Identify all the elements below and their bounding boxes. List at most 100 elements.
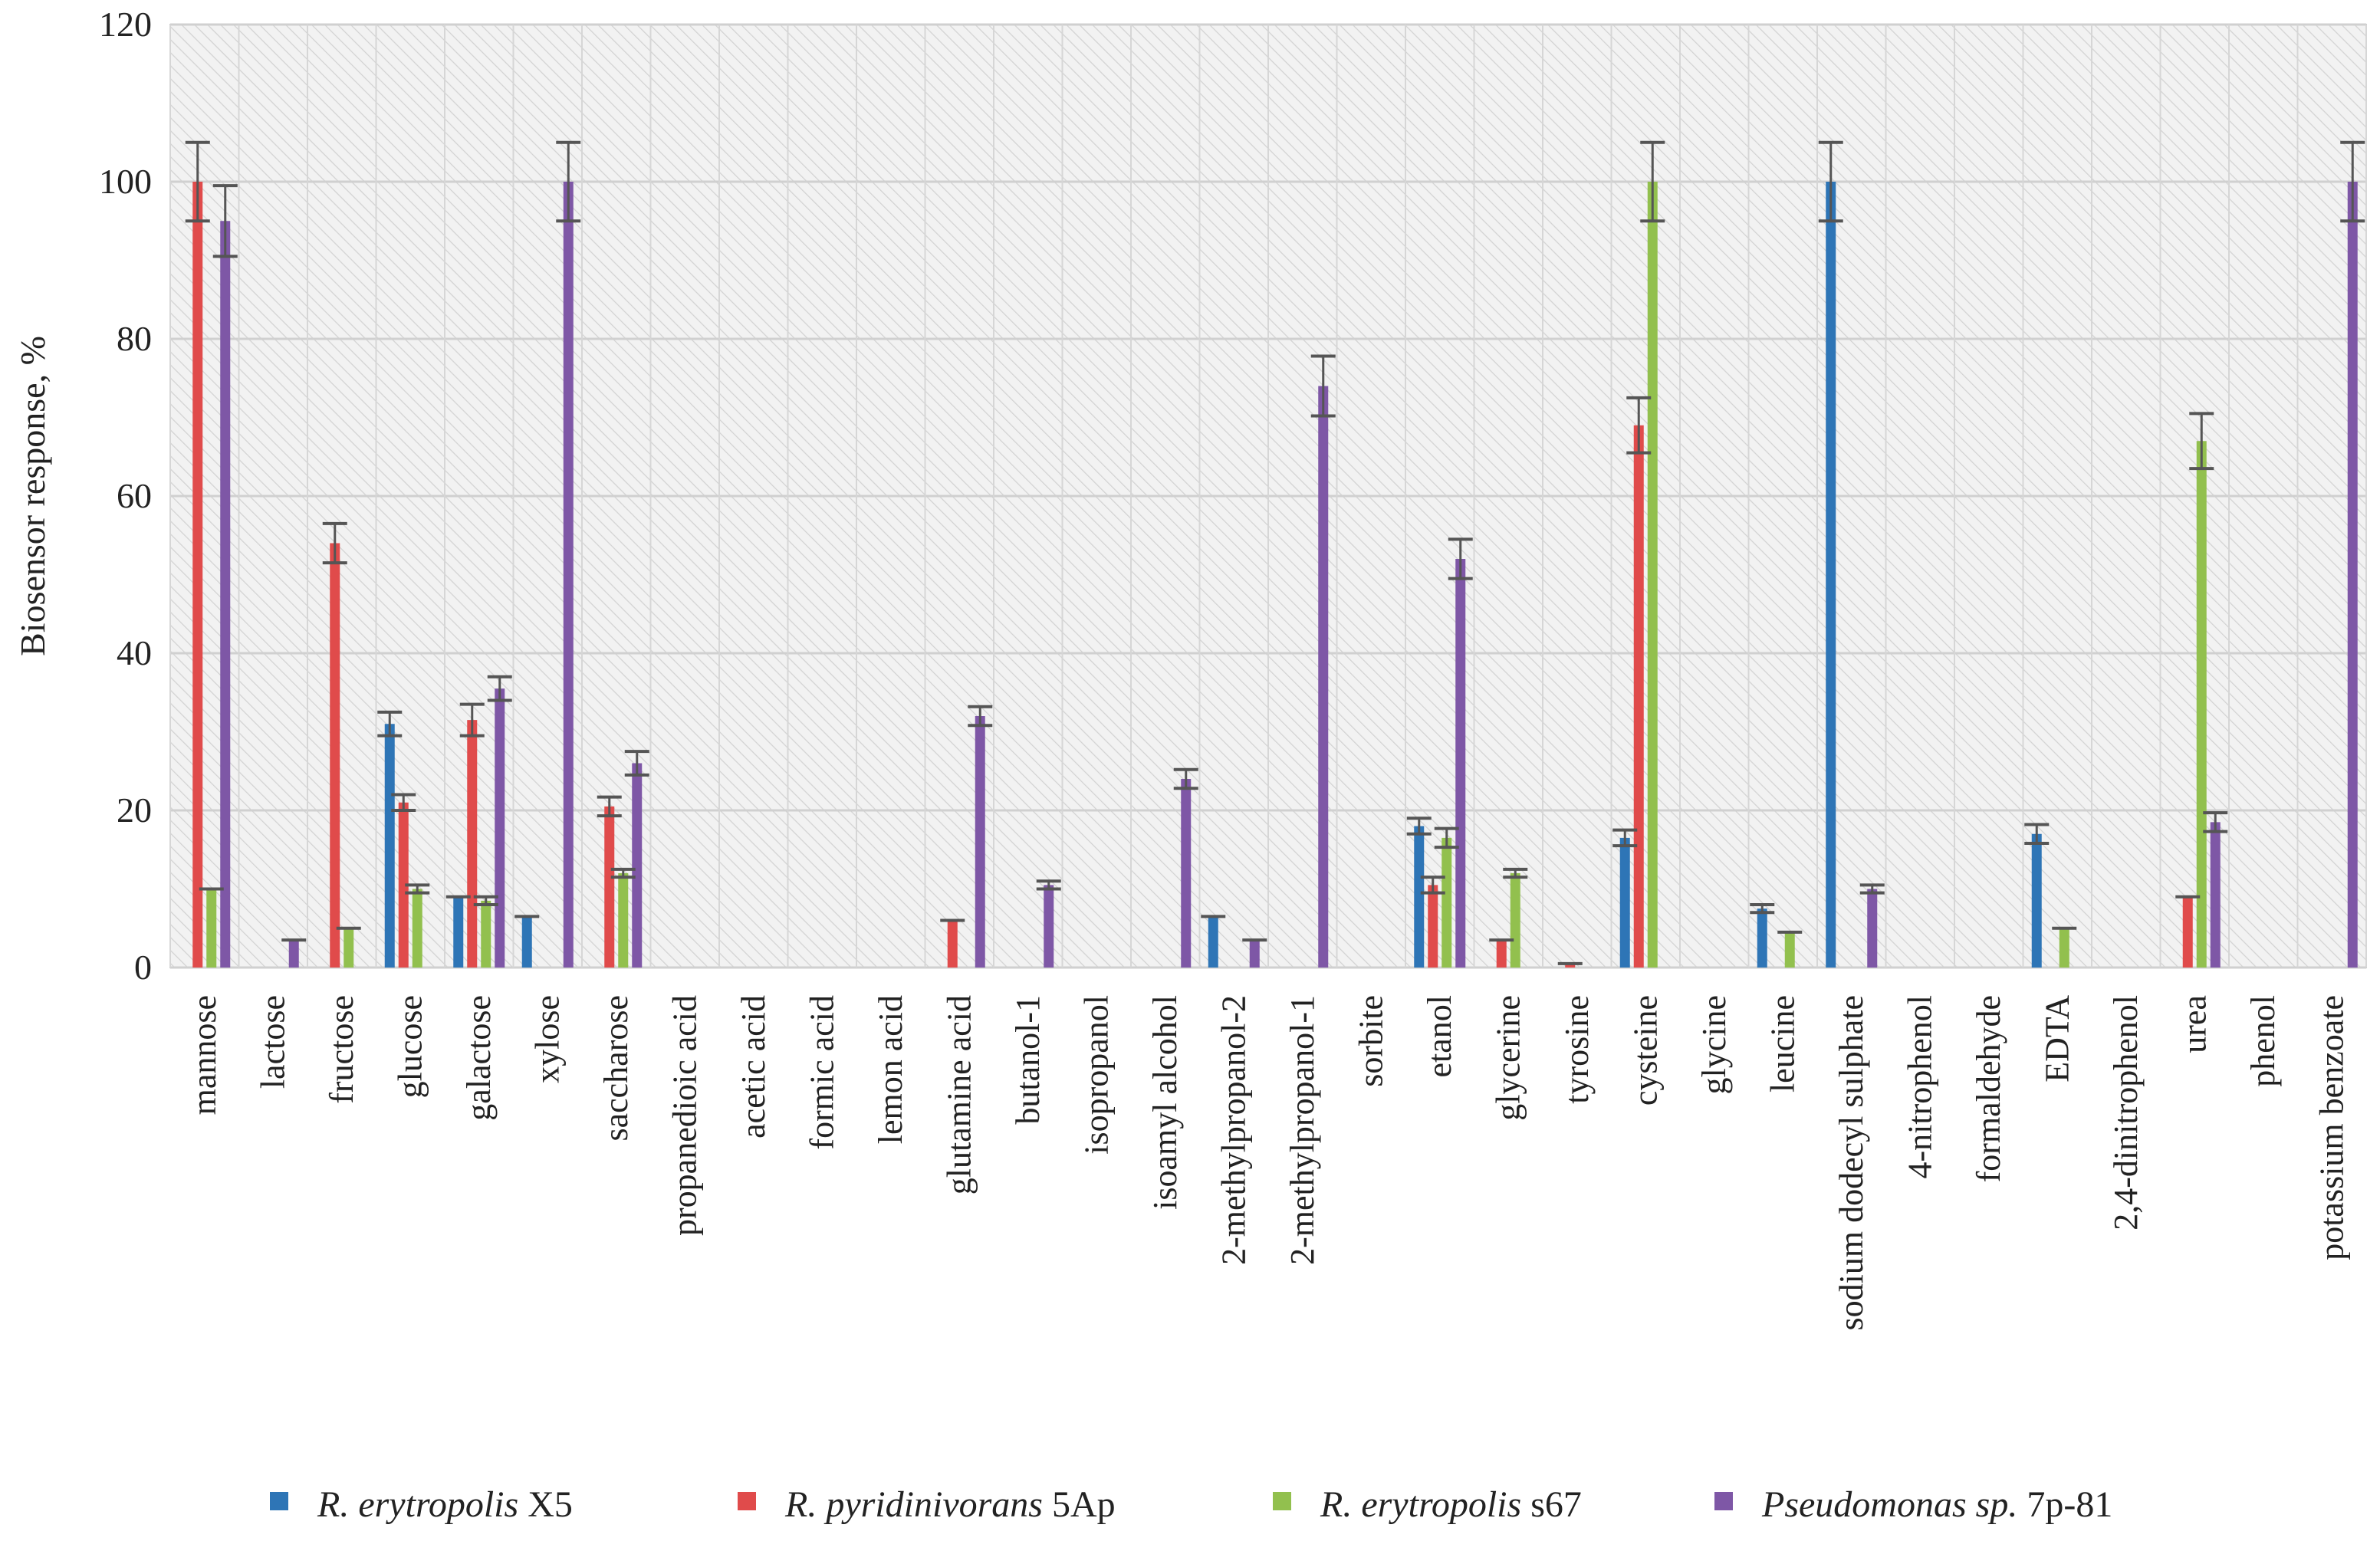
- bar: [495, 688, 505, 968]
- bar: [563, 182, 574, 968]
- bar: [521, 916, 532, 968]
- error-bar: [1859, 883, 1885, 895]
- bar: [344, 928, 354, 968]
- error-bar: [968, 705, 993, 728]
- y-tick-label: 80: [117, 319, 152, 358]
- y-axis-tick-labels: 0 20 40 60 80 100 120: [99, 5, 152, 987]
- legend-label: R. erytropolis s67: [1320, 1484, 1582, 1525]
- bar: [384, 724, 395, 968]
- error-bar: [610, 867, 636, 879]
- y-tick-label: 20: [117, 790, 152, 830]
- bar: [2059, 928, 2069, 968]
- error-bar: [2340, 140, 2365, 223]
- error-bar: [459, 702, 485, 738]
- bar: [1455, 559, 1466, 968]
- x-tick-label: lemon acid: [872, 995, 909, 1144]
- x-tick-label: phenol: [2244, 995, 2282, 1087]
- error-bar: [473, 895, 498, 906]
- x-tick-label: 2-methylpropanol-1: [1284, 995, 1321, 1265]
- legend-swatch: [270, 1492, 288, 1510]
- bar: [1565, 963, 1576, 968]
- x-tick-label: glucose: [391, 995, 429, 1098]
- error-bar: [1448, 537, 1473, 580]
- error-bar: [1036, 879, 1061, 891]
- x-tick-label: lactose: [254, 995, 291, 1089]
- bar: [1318, 386, 1329, 968]
- x-tick-label: etanol: [1421, 995, 1458, 1078]
- x-tick-label: butanol-1: [1009, 995, 1047, 1125]
- bar: [1496, 940, 1507, 968]
- legend-swatch: [1273, 1492, 1291, 1510]
- x-tick-label: propanedioic acid: [666, 995, 703, 1236]
- bar: [453, 896, 464, 968]
- error-bar: [185, 140, 210, 223]
- bar: [1249, 940, 1260, 968]
- error-bar: [405, 883, 430, 895]
- error-bar: [1626, 396, 1652, 455]
- legend-item: R. pyridinivorans 5Ap: [738, 1484, 1116, 1525]
- x-tick-label: glycine: [1695, 995, 1733, 1095]
- x-tick-label: glutamine acid: [940, 995, 978, 1194]
- legend: R. erytropolis X5 R. pyridinivorans 5Ap R.…: [270, 1484, 2112, 1525]
- error-bar: [377, 710, 403, 738]
- bar: [618, 873, 629, 968]
- error-bar: [1612, 828, 1638, 848]
- legend-swatch: [738, 1492, 756, 1510]
- error-bar: [1173, 767, 1198, 790]
- x-tick-label: xylose: [528, 995, 566, 1083]
- data-bars: [192, 182, 2358, 968]
- bar: [467, 720, 478, 968]
- error-bar: [1420, 876, 1445, 895]
- x-tick-label: tyrosine: [1558, 995, 1596, 1104]
- error-bar: [1503, 867, 1528, 879]
- bar: [1867, 889, 1878, 968]
- bar: [1208, 916, 1218, 968]
- legend-label: Pseudomonas sp. 7p-81: [1761, 1484, 2112, 1525]
- error-bar: [1406, 816, 1432, 836]
- x-tick-label: urea: [2175, 995, 2213, 1053]
- bar: [1647, 182, 1658, 968]
- bar: [398, 802, 409, 968]
- x-tick-label: mannose: [186, 995, 223, 1115]
- bar: [220, 221, 231, 968]
- x-tick-label: leucine: [1764, 995, 1801, 1092]
- legend-swatch: [1714, 1492, 1733, 1510]
- error-bar: [2024, 823, 2050, 846]
- x-tick-label: potassium benzoate: [2313, 995, 2350, 1260]
- error-bar: [1310, 354, 1336, 418]
- bar: [1757, 909, 1767, 968]
- bar: [604, 806, 615, 968]
- bar: [2347, 182, 2358, 968]
- x-tick-label: 2,4-dinitrophenol: [2107, 995, 2145, 1230]
- bar: [1784, 932, 1795, 968]
- x-tick-label: acetic acid: [735, 995, 772, 1138]
- error-bar: [322, 521, 347, 565]
- bar: [481, 900, 491, 968]
- error-bars: [185, 140, 2365, 965]
- gridlines: [169, 23, 2367, 969]
- x-tick-label: EDTA: [2038, 995, 2076, 1083]
- bar: [2210, 822, 2221, 968]
- x-axis-tick-labels: mannose lactose fructose glucose galactose xy…: [186, 995, 2351, 1331]
- y-tick-label: 0: [134, 948, 152, 987]
- x-tick-label: formic acid: [803, 995, 840, 1150]
- x-tick-label: sorbite: [1352, 995, 1389, 1087]
- x-tick-label: isoamyl alcohol: [1146, 995, 1184, 1210]
- y-tick-label: 100: [99, 162, 152, 201]
- bar: [1428, 885, 1438, 968]
- x-tick-label: isopropanol: [1077, 995, 1115, 1155]
- legend-item: R. erytropolis s67: [1273, 1484, 1582, 1525]
- bar: [330, 543, 340, 968]
- bar: [2196, 441, 2207, 968]
- legend-label: R. pyridinivorans 5Ap: [784, 1484, 1116, 1525]
- bar: [975, 716, 985, 968]
- error-bar: [487, 675, 512, 702]
- bar: [1633, 425, 1644, 968]
- bar: [206, 889, 217, 968]
- error-bar: [556, 140, 581, 223]
- y-tick-label: 60: [117, 476, 152, 515]
- error-bar: [1818, 140, 1843, 223]
- bar: [1510, 873, 1520, 968]
- bar: [1619, 837, 1630, 968]
